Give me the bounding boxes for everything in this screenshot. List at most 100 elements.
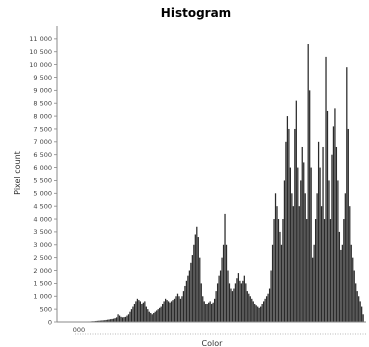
histogram-bar (144, 301, 146, 322)
histogram-bar (99, 320, 101, 322)
histogram-bar (221, 257, 223, 322)
histogram-bar (188, 270, 191, 322)
histogram-bar (138, 300, 140, 322)
histogram-bar (344, 193, 346, 322)
histogram-bar (156, 310, 158, 322)
y-tick-label: 2 000 (33, 267, 52, 275)
histogram-bar (303, 162, 305, 322)
y-tick-label: 11 000 (29, 35, 52, 43)
histogram-bar (124, 316, 127, 322)
histogram-bar (196, 226, 198, 322)
histogram-bar (343, 219, 345, 322)
histogram-bar (227, 270, 229, 322)
histogram-bar (319, 167, 321, 322)
histogram-bar (216, 283, 219, 322)
histogram-bar (205, 303, 207, 322)
histogram-bar (277, 219, 280, 322)
histogram-bar (233, 288, 235, 322)
histogram-bar (246, 291, 248, 322)
histogram-bar (154, 311, 156, 322)
histogram-bar (123, 317, 125, 322)
histogram-bar (203, 301, 205, 322)
histogram-bar (117, 314, 119, 322)
histogram-bar (151, 314, 153, 322)
histogram-bar (147, 309, 149, 322)
histogram-bar (298, 206, 300, 322)
histogram-bar (362, 314, 364, 322)
histogram-bar (175, 296, 177, 322)
y-tick-label: 3 000 (33, 241, 52, 249)
histogram-bar (95, 320, 97, 322)
histogram-bar (355, 283, 357, 322)
y-tick-label: 7 000 (33, 138, 52, 146)
histogram-bar (101, 320, 103, 322)
histogram-bar (264, 298, 266, 322)
histogram-bar (260, 306, 262, 322)
histogram-bar (108, 319, 110, 322)
histogram-bar (307, 44, 309, 323)
histogram-bar (160, 306, 162, 322)
histogram-bar (228, 283, 231, 322)
histogram-bar (263, 301, 265, 322)
histogram-bar (294, 128, 296, 322)
histogram-bar (283, 180, 286, 322)
histogram-bar (279, 231, 281, 322)
histogram-bar (208, 302, 210, 322)
histogram-bar (110, 319, 112, 322)
histogram-bar (120, 316, 122, 322)
histogram-bar (173, 298, 176, 322)
histogram-bar (251, 298, 253, 322)
y-tick-label: 8 000 (33, 112, 52, 120)
histogram-bar (126, 315, 128, 322)
histogram-bar (258, 307, 260, 322)
histogram-bar (129, 311, 131, 322)
histogram-bar (312, 257, 314, 322)
histogram-bar (265, 296, 268, 322)
histogram-bar (332, 126, 335, 322)
histogram-bar (231, 291, 234, 322)
chart-title: Histogram (161, 6, 231, 20)
histogram-bar (148, 311, 150, 322)
y-tick-label: 1 000 (33, 293, 52, 301)
histogram-bar (317, 141, 320, 322)
histogram-bar (242, 280, 244, 322)
histogram-bar (179, 298, 182, 322)
histogram-bar (257, 306, 259, 322)
y-tick-label: 6 500 (33, 151, 52, 159)
histogram-bar (359, 301, 361, 322)
histogram-bar (276, 206, 278, 322)
histogram-bar (209, 301, 211, 322)
x-axis-ticks: 000 (73, 326, 366, 335)
histogram-bar (252, 301, 254, 322)
histogram-bar (306, 219, 308, 322)
histogram-bar (218, 275, 220, 322)
histogram-bar (285, 141, 287, 322)
histogram-bar (353, 270, 355, 322)
histogram-bar (341, 244, 343, 322)
histogram-bar (273, 219, 275, 322)
histogram-bar (153, 312, 155, 322)
histogram-bar (222, 244, 225, 322)
histogram-bar (255, 305, 257, 322)
histogram-bar (286, 116, 289, 322)
histogram-bars (83, 44, 364, 323)
histogram-bar (181, 296, 183, 322)
y-tick-label: 0 (48, 318, 52, 326)
histogram-bar (190, 262, 192, 322)
histogram-bar (199, 257, 201, 322)
histogram-bar (193, 244, 195, 322)
histogram-bar (105, 319, 107, 322)
histogram-bar (239, 280, 241, 322)
histogram-bar (350, 244, 352, 322)
histogram-bar (358, 296, 360, 322)
histogram-bar (96, 320, 98, 322)
x-tick-labels-overlap: 000 (73, 326, 85, 334)
histogram-bar (249, 296, 251, 322)
histogram-bar (111, 318, 113, 322)
histogram-bar (141, 303, 143, 322)
y-tick-label: 2 500 (33, 254, 52, 262)
histogram-bar (142, 302, 144, 322)
histogram-bar (185, 280, 188, 322)
